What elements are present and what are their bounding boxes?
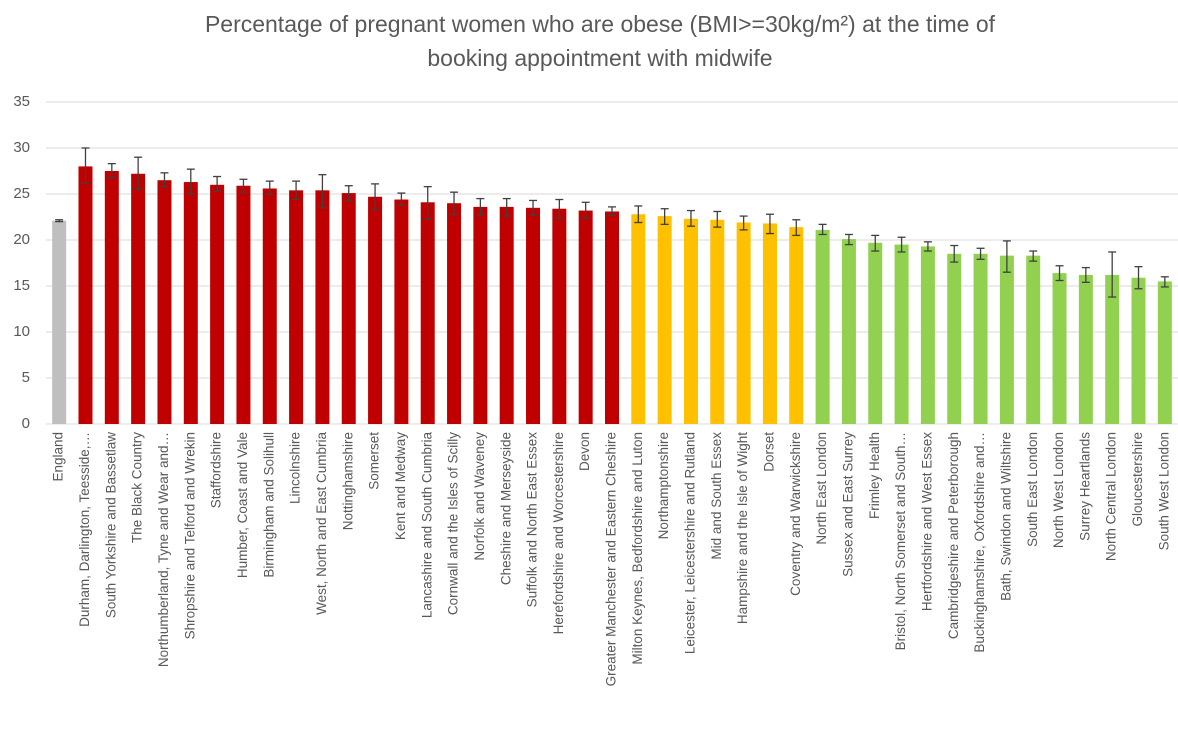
bar [262,188,277,424]
bar [1052,273,1067,424]
bar [157,180,172,424]
bar [499,206,514,424]
x-tick-label: Gloucestershire [1130,432,1145,527]
bar [210,184,225,424]
x-tick-label: South East London [1025,432,1040,547]
x-tick-label: North Central London [1104,432,1119,561]
bar [868,242,883,424]
x-tick-label: Sussex and East Surrey [840,432,855,577]
y-tick-label: 25 [13,185,30,202]
bar [683,218,698,424]
bar [841,239,856,424]
bar [973,253,988,424]
bar [1078,274,1093,424]
x-tick-label: Leicester, Leicestershire and Rutland [683,432,698,654]
x-tick-label: North West London [1051,432,1066,548]
bar [78,166,93,424]
x-tick-label: Buckinghamshire, Oxfordshire and… [972,432,987,653]
y-tick-label: 30 [13,139,30,156]
bar [1157,281,1172,424]
y-tick-label: 15 [13,277,30,294]
bar [420,202,435,424]
bar [368,196,383,424]
bar [894,244,909,424]
x-tick-label: Bath, Swindon and Wiltshire [998,432,1013,601]
x-tick-label: West, North and East Cumbria [314,432,329,615]
x-tick-label: Devon [577,432,592,471]
bar [1026,255,1041,424]
x-tick-label: Mid and South Essex [709,432,724,560]
x-tick-label: Cornwall and the Isles of Scilly [446,432,461,615]
x-tick-label: Hampshire and the Isle of Wight [735,432,750,624]
bar [815,229,830,424]
bar [605,211,619,424]
x-tick-label: Cambridgeshire and Peterborough [946,432,961,639]
x-tick-label: Milton Keynes, Bedfordshire and Luton [630,432,645,665]
bar [289,190,304,424]
bar [1105,274,1120,424]
x-tick-label: Lincolnshire [288,432,303,504]
x-tick-label: Greater Manchester and Eastern Cheshire [604,432,619,686]
bar [1131,277,1146,424]
x-tick-label: Northamptonshire [656,432,671,539]
bar [394,199,409,424]
bar [183,182,198,424]
x-tick-label: Frimley Health [867,432,882,519]
bar [710,219,725,424]
x-tick-label: Cheshire and Merseyside [498,432,513,585]
bar [473,206,488,424]
x-tick-label: Kent and Medway [393,432,408,540]
bar [631,214,646,424]
x-tick-label: Hertfordshire and West Essex [919,432,934,611]
bar [526,207,541,424]
x-tick-label: The Black Country [130,432,145,543]
y-tick-label: 10 [13,323,30,340]
bar [341,193,356,424]
x-tick-label: Suffolk and North East Essex [525,432,540,608]
bar [920,246,935,424]
x-tick-label: Lancashire and South Cumbria [419,432,434,619]
x-tick-label: Staffordshire [209,432,224,508]
x-tick-label: Shropshire and Telford and Wrekin [182,432,197,639]
bar [578,210,593,424]
bar [762,223,777,424]
bar [552,208,567,424]
bar [736,222,751,424]
x-tick-label: Somerset [367,432,382,490]
x-tick-label: Durham, Darlington, Teesside,… [77,432,92,627]
bar [131,173,146,424]
bar [999,255,1014,424]
bar [236,185,251,424]
x-tick-label: Dorset [762,432,777,472]
y-tick-label: 0 [22,415,30,432]
x-tick-label: North East London [814,432,829,545]
y-tick-label: 20 [13,231,30,248]
bar [947,253,962,424]
y-tick-label: 5 [22,369,30,386]
y-tick-label: 35 [13,93,30,110]
x-tick-label: Humber, Coast and Vale [235,432,250,578]
bar [315,190,330,424]
x-tick-label: Birmingham and Solihull [261,432,276,578]
x-tick-label: South Yorkshire and Bassetlaw [103,432,118,618]
x-tick-label: Herefordshire and Worcestershire [551,432,566,634]
bar [447,203,462,424]
x-tick-label: Bristol, North Somerset and South… [893,432,908,650]
bar [657,216,672,424]
x-tick-label: Coventry and Warwickshire [788,432,803,596]
x-tick-label: England [51,432,66,482]
chart-title: booking appointment with midwife [427,45,772,71]
x-tick-label: Nottinghamshire [340,432,355,530]
chart-title: Percentage of pregnant women who are obe… [205,11,996,37]
x-tick-label: Northumberland, Tyne and Wear and… [156,432,171,667]
bar [789,227,804,424]
x-tick-label: South West London [1156,432,1171,550]
x-tick-label: Surrey Heartlands [1077,432,1092,541]
bar [52,220,67,424]
x-tick-label: Norfolk and Waveney [472,432,487,561]
bar [104,171,119,424]
